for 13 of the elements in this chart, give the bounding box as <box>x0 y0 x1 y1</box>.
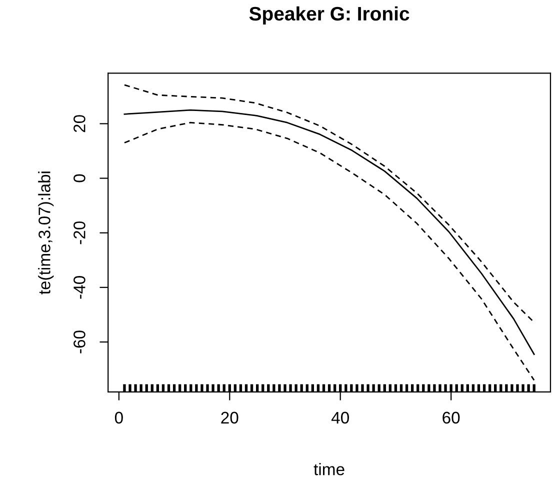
y-axis-title: te(time,3.07):labi <box>38 172 54 294</box>
y-tick-label: 0 <box>74 174 86 182</box>
y-tick-label: -20 <box>74 221 86 244</box>
x-tick-label: 40 <box>331 412 349 424</box>
x-tick-label: 60 <box>442 412 460 424</box>
y-tick-label: -60 <box>74 330 86 354</box>
chart-title: Speaker G: Ironic <box>249 6 410 24</box>
x-axis-title: time <box>314 463 344 476</box>
x-tick-label: 20 <box>221 412 238 424</box>
y-tick-label: 20 <box>74 115 86 132</box>
line-series <box>124 84 535 324</box>
y-tick-label: -40 <box>74 276 86 299</box>
x-tick-label: 0 <box>114 412 123 424</box>
